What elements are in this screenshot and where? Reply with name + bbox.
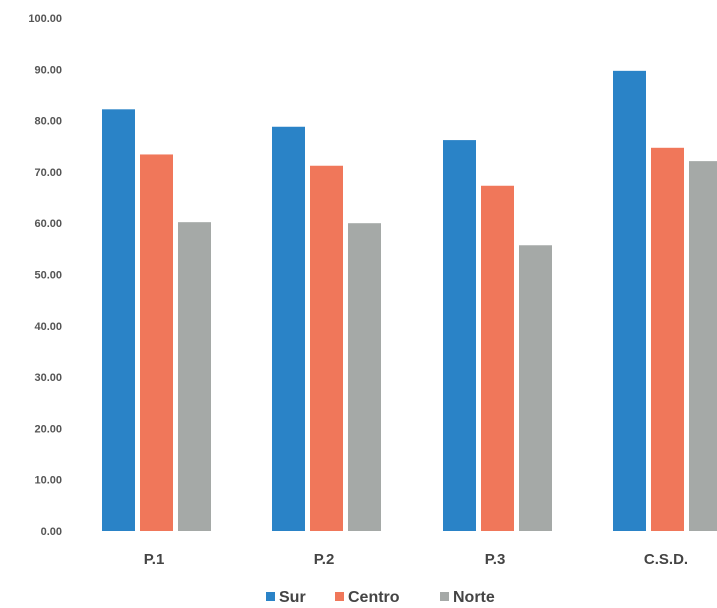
bar-norte-2 <box>348 223 381 531</box>
y-tick-label: 40.00 <box>34 321 62 333</box>
legend-swatch <box>440 592 449 601</box>
bar-sur-4 <box>613 70 646 532</box>
legend-label: Centro <box>348 589 400 606</box>
y-axis: 0.00 10.00 20.00 30.00 40.00 50.00 60.00 70.00 8… <box>28 13 62 538</box>
bar-sur-1 <box>102 109 135 532</box>
bar-sur-3 <box>443 140 476 531</box>
y-tick-label: 100.00 <box>28 13 62 25</box>
y-tick-label: 50.00 <box>34 270 62 282</box>
bar-centro-3 <box>481 185 514 531</box>
legend: Sur Centro Norte <box>266 589 495 606</box>
bar-centro-1 <box>140 154 173 531</box>
legend-item-centro: Centro <box>335 589 400 606</box>
legend-label: Sur <box>279 589 306 606</box>
bar-sur-2 <box>272 126 305 532</box>
y-tick-label: 70.00 <box>34 167 62 179</box>
bar-centro-4 <box>651 147 684 531</box>
legend-item-sur: Sur <box>266 589 306 606</box>
y-tick-label: 60.00 <box>34 218 62 230</box>
x-axis: P.1 P.2 P.3 C.S.D. <box>144 551 688 568</box>
bar-centro-2 <box>310 165 343 531</box>
category-label: P.1 <box>144 551 165 568</box>
legend-swatch <box>266 592 275 601</box>
y-tick-label: 0.00 <box>41 526 62 538</box>
category-label: P.2 <box>314 551 335 568</box>
y-tick-label: 80.00 <box>34 116 62 128</box>
y-tick-label: 30.00 <box>34 372 62 384</box>
legend-item-norte: Norte <box>440 589 495 606</box>
y-tick-label: 10.00 <box>34 475 62 487</box>
bars <box>102 70 717 532</box>
bar-norte-4 <box>689 161 717 531</box>
category-label: C.S.D. <box>644 551 688 568</box>
y-tick-label: 20.00 <box>34 423 62 435</box>
bar-norte-3 <box>519 245 552 531</box>
y-tick-label: 90.00 <box>34 64 62 76</box>
category-label: P.3 <box>485 551 506 568</box>
legend-swatch <box>335 592 344 601</box>
bar-norte-1 <box>178 222 211 531</box>
legend-label: Norte <box>453 589 495 606</box>
